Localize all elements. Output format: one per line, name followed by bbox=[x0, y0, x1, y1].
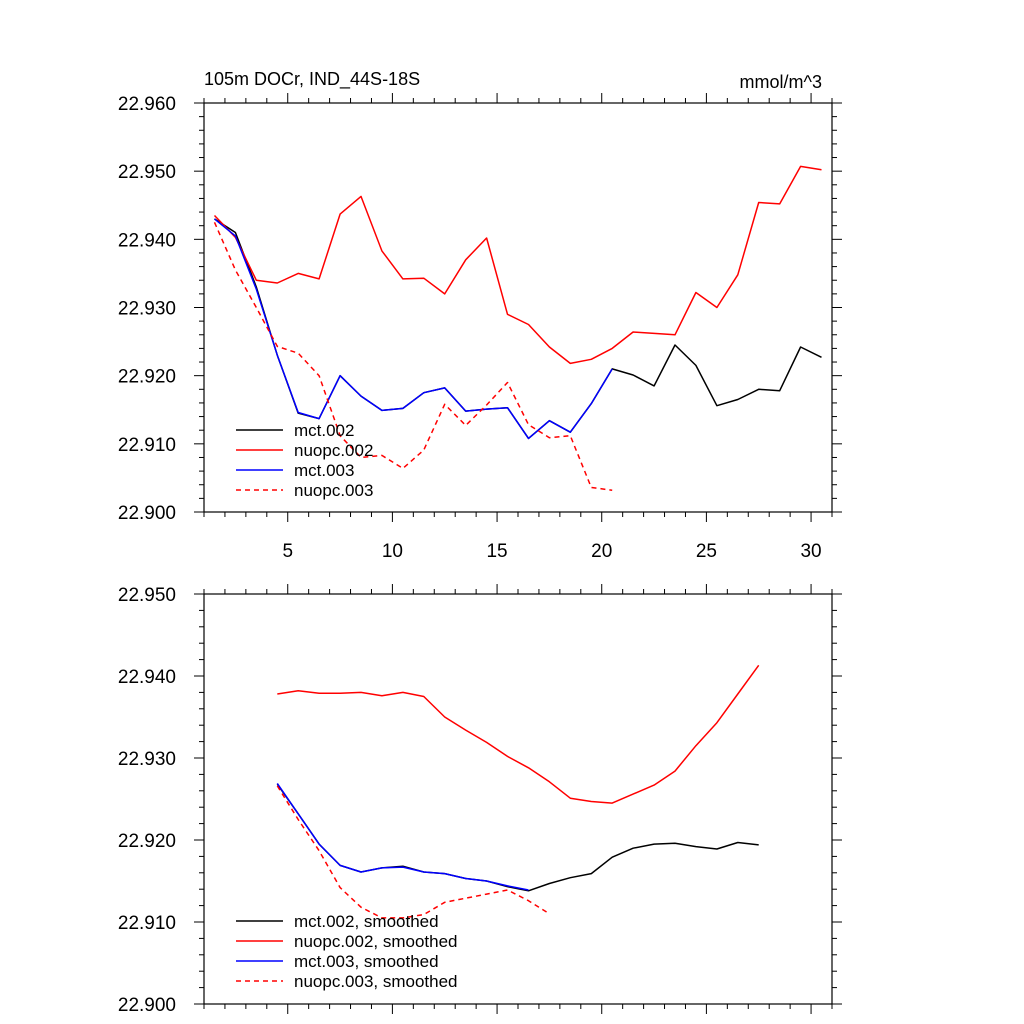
series-line-mct-002 bbox=[214, 218, 822, 440]
legend-label: mct.002, smoothed bbox=[294, 912, 439, 931]
y-tick-label: 22.900 bbox=[118, 503, 176, 524]
legend-label: mct.003 bbox=[294, 461, 354, 480]
y-tick-label: 22.900 bbox=[118, 995, 176, 1016]
y-tick-label: 22.930 bbox=[118, 299, 176, 320]
units-label: mmol/m^3 bbox=[740, 72, 822, 92]
legend-label: nuopc.002 bbox=[294, 441, 373, 460]
series-line-nuopc-002-smoothed bbox=[277, 664, 760, 804]
x-tick-label: 5 bbox=[282, 541, 293, 562]
chart-title: 105m DOCr, IND_44S-18S bbox=[204, 69, 420, 90]
y-tick-label: 22.960 bbox=[118, 94, 176, 115]
x-tick-label: 25 bbox=[696, 541, 717, 562]
series-line-mct-003-smoothed bbox=[276, 782, 529, 891]
series-line-nuopc-003 bbox=[213, 221, 613, 491]
x-tick-label: 30 bbox=[800, 541, 821, 562]
y-tick-label: 22.950 bbox=[118, 585, 176, 606]
y-tick-label: 22.940 bbox=[118, 230, 176, 251]
series-line-nuopc-003-smoothed bbox=[276, 785, 550, 919]
y-tick-label: 22.920 bbox=[118, 831, 176, 852]
legend-label: nuopc.003, smoothed bbox=[294, 972, 458, 991]
y-tick-label: 22.920 bbox=[118, 367, 176, 388]
y-tick-label: 22.940 bbox=[118, 667, 176, 688]
legend-label: mct.003, smoothed bbox=[294, 952, 439, 971]
legend-label: nuopc.002, smoothed bbox=[294, 932, 458, 951]
legend-label: nuopc.003 bbox=[294, 481, 373, 500]
series-line-nuopc-002 bbox=[213, 165, 822, 365]
legend-label: mct.002 bbox=[294, 421, 354, 440]
series-line-mct-002-smoothed bbox=[276, 783, 759, 892]
y-tick-label: 22.910 bbox=[118, 913, 176, 934]
series-line-mct-003 bbox=[214, 218, 613, 440]
y-tick-label: 22.950 bbox=[118, 162, 176, 183]
y-tick-label: 22.910 bbox=[118, 435, 176, 456]
x-tick-label: 10 bbox=[382, 541, 403, 562]
y-tick-label: 22.930 bbox=[118, 749, 176, 770]
top-panel: 5 10 15 20 25 30 22.900 22.910 22.920 22.930 22.94… bbox=[118, 69, 842, 562]
x-tick-label: 15 bbox=[486, 541, 507, 562]
x-tick-label: 20 bbox=[591, 541, 612, 562]
bottom-panel: 22.900 22.910 22.920 22.930 22.940 22.950 mct.… bbox=[118, 584, 842, 1016]
